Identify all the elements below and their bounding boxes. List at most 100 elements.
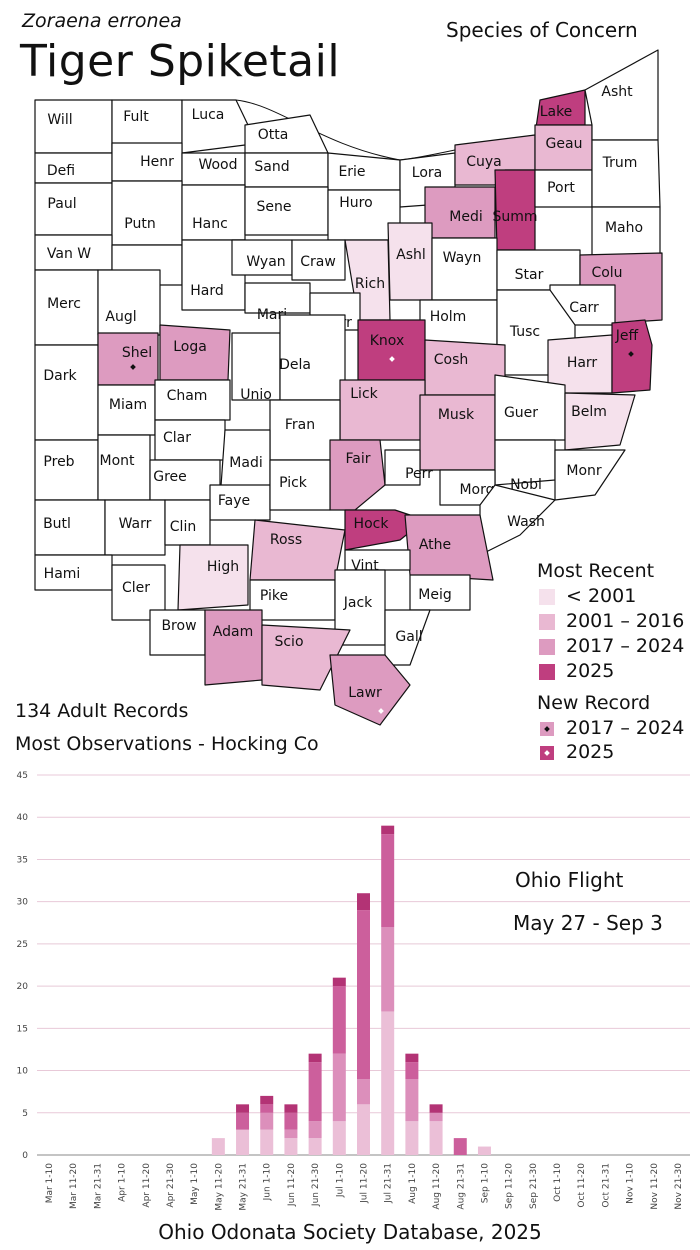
county-label: Fair bbox=[346, 451, 371, 467]
bar-segment bbox=[429, 1112, 443, 1122]
county-adam[interactable] bbox=[204, 609, 263, 686]
county-label: Harr bbox=[567, 355, 598, 371]
county-dark[interactable] bbox=[34, 344, 99, 441]
legend-swatch-2017-2024 bbox=[539, 639, 555, 655]
county-label: Pike bbox=[260, 588, 288, 604]
county-label: Huro bbox=[339, 195, 372, 211]
county-label: Brow bbox=[161, 618, 196, 634]
x-tick-label: May 11-20 bbox=[214, 1163, 224, 1211]
new-record-marker-icon bbox=[544, 726, 550, 732]
legend-new-record-title: New Record bbox=[537, 692, 651, 714]
x-tick-label: Oct 11-20 bbox=[577, 1163, 587, 1208]
x-tick-label: Nov 11-20 bbox=[650, 1163, 660, 1210]
y-tick-label: 40 bbox=[17, 813, 29, 823]
bar-segment bbox=[405, 1121, 419, 1155]
county-label: Henr bbox=[140, 154, 174, 170]
county-warr[interactable] bbox=[104, 499, 166, 556]
legend-swatch-pre2001 bbox=[539, 589, 555, 605]
county-label: Asht bbox=[601, 84, 633, 100]
bar-segment bbox=[236, 1129, 250, 1155]
new-record-marker-icon bbox=[389, 356, 395, 362]
bar-segment bbox=[236, 1104, 250, 1113]
county-pick[interactable] bbox=[269, 459, 331, 511]
conservation-status: Species of Concern bbox=[446, 18, 638, 42]
county-label: Warr bbox=[119, 516, 152, 532]
county-vint[interactable] bbox=[344, 549, 411, 571]
legend-new-swatch-2025 bbox=[540, 746, 554, 760]
county-label: Tusc bbox=[509, 324, 540, 340]
y-tick-label: 45 bbox=[17, 771, 28, 781]
x-tick-label: Sep 1-10 bbox=[480, 1163, 490, 1204]
x-tick-label: Aug 1-10 bbox=[408, 1163, 418, 1204]
county-scio[interactable] bbox=[261, 624, 351, 691]
bar-segment bbox=[405, 1053, 419, 1063]
y-tick-label: 15 bbox=[17, 1024, 28, 1034]
county-lawr[interactable] bbox=[329, 654, 411, 726]
county-label: Lake bbox=[540, 104, 573, 120]
county-preb[interactable] bbox=[34, 439, 99, 501]
x-tick-label: Aug 11-20 bbox=[432, 1163, 442, 1210]
county-jeff[interactable] bbox=[611, 319, 653, 394]
county-label: Hami bbox=[44, 566, 81, 582]
county-putn[interactable] bbox=[111, 180, 183, 246]
x-tick-label: Jul 21-31 bbox=[384, 1163, 394, 1204]
county-label: Belm bbox=[571, 404, 607, 420]
bar-segment bbox=[308, 1138, 322, 1155]
county-label: Cler bbox=[122, 580, 150, 596]
county-label: Knox bbox=[370, 333, 404, 349]
ohio-county-map: Will Fult Luca Otta Defi Henr Wood Sand Erie Lora… bbox=[34, 49, 663, 726]
bar-segment bbox=[260, 1112, 274, 1130]
county-label: Putn bbox=[124, 216, 155, 232]
new-record-marker-icon bbox=[130, 364, 136, 370]
bar-segment bbox=[284, 1138, 298, 1155]
county-label: Wash bbox=[507, 514, 545, 530]
county-label: Holm bbox=[430, 309, 467, 325]
bar-segment bbox=[357, 893, 370, 911]
county-label: Preb bbox=[43, 454, 74, 470]
county-label: Van W bbox=[47, 246, 91, 262]
bar-segment bbox=[357, 1104, 370, 1155]
y-tick-label: 25 bbox=[17, 940, 28, 950]
county-label: Hock bbox=[354, 516, 390, 532]
x-tick-label: Jun 21-30 bbox=[311, 1163, 321, 1207]
county-ross[interactable] bbox=[249, 519, 346, 581]
county-label: Hard bbox=[190, 283, 224, 299]
county-perr[interactable] bbox=[384, 449, 421, 486]
flight-period-chart: 0 5 10 15 20 25 30 35 40 45 Mar 1-10 Mar 11-20 Mar 2… bbox=[17, 771, 690, 1211]
county-meig[interactable] bbox=[409, 574, 471, 611]
county-monr[interactable] bbox=[554, 449, 626, 501]
county-augl[interactable] bbox=[97, 269, 161, 336]
county-label: Luca bbox=[192, 107, 225, 123]
county-label: Lick bbox=[350, 386, 378, 402]
county-high[interactable] bbox=[177, 544, 249, 611]
county-trum[interactable] bbox=[591, 139, 661, 208]
county-wash[interactable] bbox=[479, 484, 556, 556]
county-knox[interactable] bbox=[357, 319, 426, 381]
county-label: Adam bbox=[213, 624, 253, 640]
flight-range: May 27 - Sep 3 bbox=[513, 911, 663, 935]
county-cham[interactable] bbox=[154, 379, 231, 421]
county-label: Trum bbox=[602, 155, 638, 171]
bar-segment bbox=[357, 910, 370, 1079]
county-label: Faye bbox=[218, 493, 250, 509]
bar-segment bbox=[381, 1011, 395, 1155]
x-tick-label: May 21-31 bbox=[239, 1163, 249, 1211]
county-label: Dark bbox=[43, 368, 77, 384]
x-tick-label: Mar 11-20 bbox=[69, 1163, 79, 1209]
data-source-footer: Ohio Odonata Society Database, 2025 bbox=[158, 1220, 542, 1244]
county-label: Mont bbox=[99, 453, 135, 469]
bar-segment bbox=[381, 834, 395, 927]
county-label: Summ bbox=[492, 209, 537, 225]
county-gall[interactable] bbox=[384, 609, 431, 666]
county-label: Butl bbox=[43, 516, 71, 532]
county-craw[interactable] bbox=[291, 239, 346, 281]
county-label: Wyan bbox=[246, 254, 285, 270]
record-count: 134 Adult Records bbox=[15, 700, 189, 722]
x-tick-label: Jun 1-10 bbox=[263, 1163, 273, 1202]
bar-segment bbox=[284, 1129, 298, 1139]
county-belm[interactable] bbox=[564, 392, 636, 451]
legend-new-swatch-2017-2024 bbox=[540, 722, 554, 736]
county-wayn[interactable] bbox=[431, 237, 498, 301]
county-label: Miam bbox=[109, 397, 147, 413]
new-record-marker-icon bbox=[378, 708, 384, 714]
